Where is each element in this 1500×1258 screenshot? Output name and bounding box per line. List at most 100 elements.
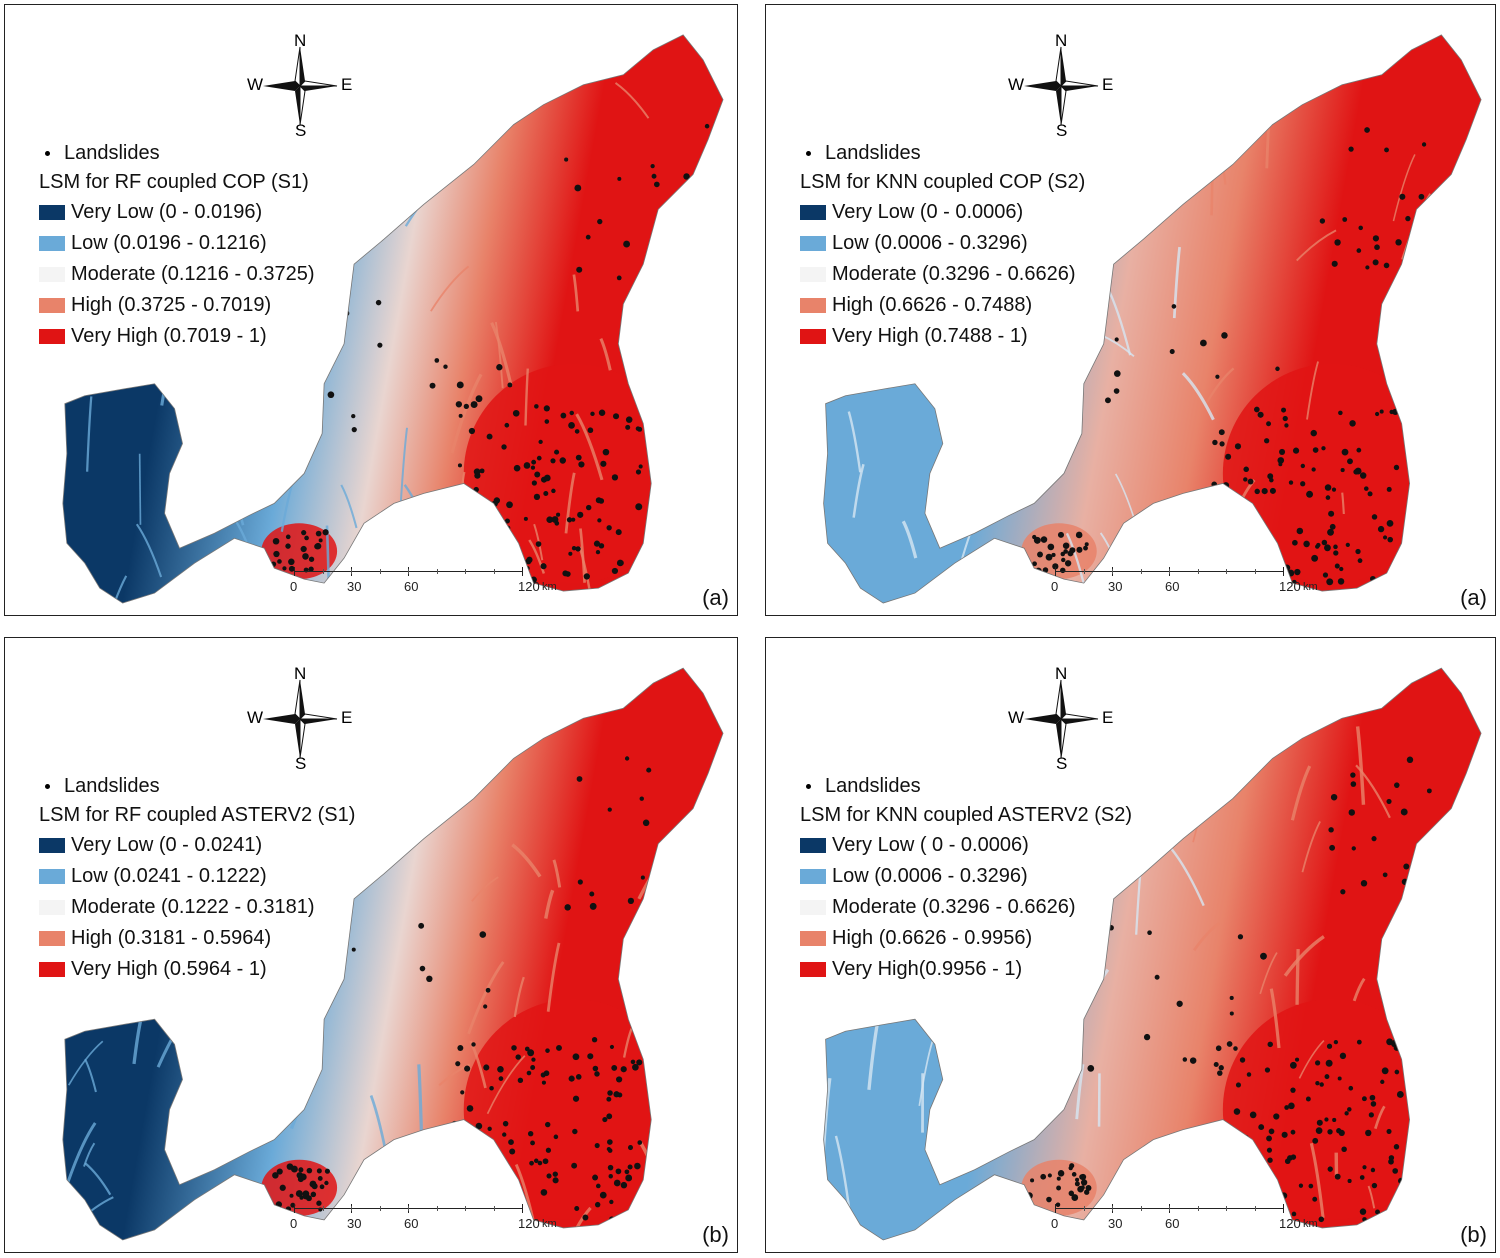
landslide-point [575,1074,582,1080]
landslide-point [538,439,543,445]
landslide-point [552,1171,558,1177]
drainage-streak [135,523,163,578]
landslide-point [308,556,315,562]
landslide-point [351,426,357,433]
compass-letter-s: S [295,754,307,773]
landslide-point [1393,464,1400,471]
landslide-point [1389,409,1394,415]
drainage-streak [533,523,544,561]
legend-swatch [39,869,65,884]
landslide-point [1372,235,1380,242]
landslide-point [458,413,463,418]
drainage-streak [1306,361,1319,420]
landslide-point [375,299,382,306]
drainage-streak [430,265,470,312]
landslide-point [589,902,597,910]
landslide-point [545,1147,552,1153]
landslide-point [1462,245,1470,252]
landslide-point [1087,1065,1095,1072]
landslide-point [627,1145,634,1151]
drainage-streak [599,337,612,371]
landslide-point [564,157,569,162]
landslide-point [552,1177,559,1184]
landslide-point [1315,1080,1320,1086]
landslide-point [1341,1146,1347,1153]
landslide-point [1334,563,1340,569]
landslide-point [473,468,481,476]
landslide-point [1114,337,1119,342]
legend-item: Very High (0.5964 - 1) [39,954,355,985]
landslide-point [1371,514,1378,520]
scale-minor-tick [1254,1206,1256,1211]
legend-swatch [39,838,65,853]
drainage-streak [410,116,430,143]
landslide-point [1233,1108,1241,1115]
scale-minor-tick [379,1206,381,1211]
landslide-point [1276,553,1282,558]
legend-item: Very Low (0 - 0.0241) [39,830,355,861]
scale-label: 30 [347,1216,362,1231]
landslide-point [1400,808,1408,816]
landslide-point [1369,1094,1376,1101]
landslide-point [609,1199,614,1205]
landslide-point [685,818,691,825]
legend-item: Low (0.0241 - 0.1222) [39,861,355,892]
scale-tick [1283,567,1284,576]
legend-landslides-label: Landslides [825,774,921,797]
landslide-point [526,1070,532,1076]
landslide-point [1315,1127,1323,1134]
scale-label: 0 [290,1216,298,1231]
landslide-point [1310,429,1317,437]
landslide-point [301,1173,306,1179]
landslide-point [1069,1163,1075,1169]
landslide-point [530,465,536,470]
scale-minor-tick [1197,1206,1199,1211]
landslide-point [1267,1041,1273,1048]
landslide-point [1350,781,1357,787]
drainage-streak [684,874,703,918]
scale-label: 30 [1108,1216,1123,1231]
landslide-point [502,1132,507,1137]
landslide-point [1392,1168,1399,1174]
landslide-point [1268,1128,1275,1135]
landslide-point [324,1180,329,1186]
landslide-point [1182,1057,1188,1062]
landslide-point [608,1174,613,1179]
landslide-point [606,525,612,531]
landslide-point [1154,974,1160,980]
landslide-point [1324,1117,1329,1122]
legend-swatch [800,267,826,282]
landslide-point [546,516,554,524]
landslide-point [1064,560,1072,567]
landslide-point [1257,1161,1265,1168]
landslide-point [1052,563,1059,570]
landslide-point [1447,909,1453,915]
drainage-streak [1430,274,1471,313]
landslide-point [551,488,556,494]
landslide-point [1056,1185,1062,1191]
landslide-point [671,208,677,214]
landslide-point [1218,429,1225,436]
scale-tick [1055,567,1056,576]
drainage-streak [572,274,580,312]
legend-swatch [800,298,826,313]
landslide-point [1457,861,1462,867]
landslide-point [575,454,582,461]
panel-label: (b) [1460,1222,1487,1247]
landslide-point [1245,548,1250,554]
landslide-point [1329,523,1336,530]
landslide-point [554,520,560,526]
landslide-point [1362,1165,1367,1170]
map-panel-rf-cop: N S W E Landslides LSM for RF coupled COP (S1… [4,4,738,616]
drainage-streak [1374,1105,1386,1130]
susceptibility-map [823,667,1482,1241]
landslide-point [1403,863,1410,870]
landslide-point [637,426,643,432]
landslide-point [1384,147,1389,153]
landslide-point [298,1167,304,1173]
landslide-point [1215,527,1222,534]
legend-item: Very High (0.7488 - 1) [800,321,1085,352]
landslide-point [1326,578,1334,586]
scale-label: 60 [1165,579,1180,594]
landslide-point [1333,1039,1339,1045]
